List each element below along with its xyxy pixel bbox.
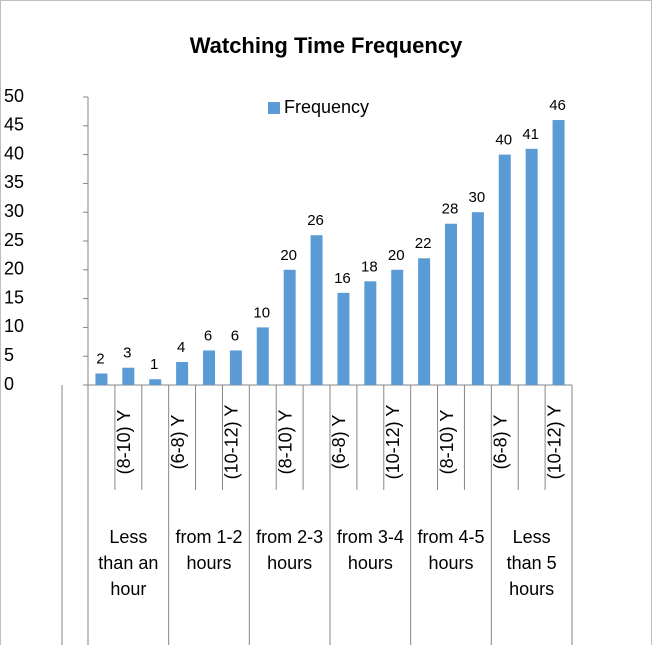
bar xyxy=(498,154,511,385)
data-label: 22 xyxy=(415,235,432,252)
y-tick-label: 45 xyxy=(4,115,24,135)
y-tick-label: 30 xyxy=(4,201,24,221)
y-tick-label: 40 xyxy=(4,143,24,163)
y-tick-label: 50 xyxy=(4,86,24,106)
y-tick-label: 10 xyxy=(4,316,24,336)
y-tick-label: 20 xyxy=(4,259,24,279)
bar xyxy=(337,292,350,385)
bar xyxy=(95,373,108,385)
legend-label: Frequency xyxy=(284,97,369,117)
bar xyxy=(445,223,457,385)
data-label: 30 xyxy=(469,189,486,206)
x-tick-label: (10-12) Y xyxy=(383,405,403,480)
data-label: 20 xyxy=(388,247,405,264)
data-label: 26 xyxy=(307,212,324,229)
data-label: 10 xyxy=(253,304,270,321)
group-label: from 3-4 hours xyxy=(336,527,404,573)
y-tick-label: 25 xyxy=(4,230,24,250)
bar xyxy=(310,235,323,385)
bar xyxy=(418,258,431,385)
group-label: from 1-2 hours xyxy=(175,527,243,573)
bar xyxy=(364,281,377,385)
group-label: from 2-3 hours xyxy=(256,527,324,573)
data-label: 6 xyxy=(231,327,239,344)
data-label: 41 xyxy=(522,126,539,143)
bar xyxy=(552,120,565,385)
bar xyxy=(525,148,538,385)
group-label: Less than an hour xyxy=(98,527,159,599)
x-tick-label: (8-10) Y xyxy=(114,410,134,475)
legend-swatch xyxy=(268,102,280,114)
x-tick-label: (6-8) Y xyxy=(491,415,511,470)
y-tick-label: 5 xyxy=(4,345,14,365)
bar xyxy=(471,212,484,385)
y-tick-label: 0 xyxy=(4,374,14,394)
bar xyxy=(283,269,296,385)
y-tick-label: 15 xyxy=(4,287,24,307)
x-tick-label: (10-12) Y xyxy=(222,405,242,480)
y-tick-label: 35 xyxy=(4,172,24,192)
x-tick-label: (10-12) Y xyxy=(544,405,564,480)
data-label: 40 xyxy=(495,132,512,149)
group-label: Less than 5 hours xyxy=(506,527,557,599)
data-label: 28 xyxy=(442,201,459,218)
bar xyxy=(229,350,242,385)
bar xyxy=(256,327,269,385)
data-label: 2 xyxy=(96,350,104,367)
x-tick-label: (6-8) Y xyxy=(168,415,188,470)
data-label: 3 xyxy=(123,345,131,362)
x-tick-label: (8-10) Y xyxy=(437,410,457,475)
chart-title: Watching Time Frequency xyxy=(190,33,463,58)
data-label: 46 xyxy=(549,97,566,114)
group-label: from 4-5 hours xyxy=(417,527,485,573)
bar xyxy=(203,350,215,385)
x-tick-label: (8-10) Y xyxy=(275,410,295,475)
bar xyxy=(122,367,135,385)
data-label: 18 xyxy=(361,258,378,275)
data-label: 1 xyxy=(150,356,158,373)
bar xyxy=(149,379,162,385)
bar xyxy=(391,269,404,385)
data-label: 20 xyxy=(280,247,297,264)
x-tick-label: (6-8) Y xyxy=(329,415,349,470)
data-label: 4 xyxy=(177,339,185,356)
data-label: 6 xyxy=(204,327,212,344)
bar xyxy=(176,361,189,385)
data-label: 16 xyxy=(334,270,351,287)
